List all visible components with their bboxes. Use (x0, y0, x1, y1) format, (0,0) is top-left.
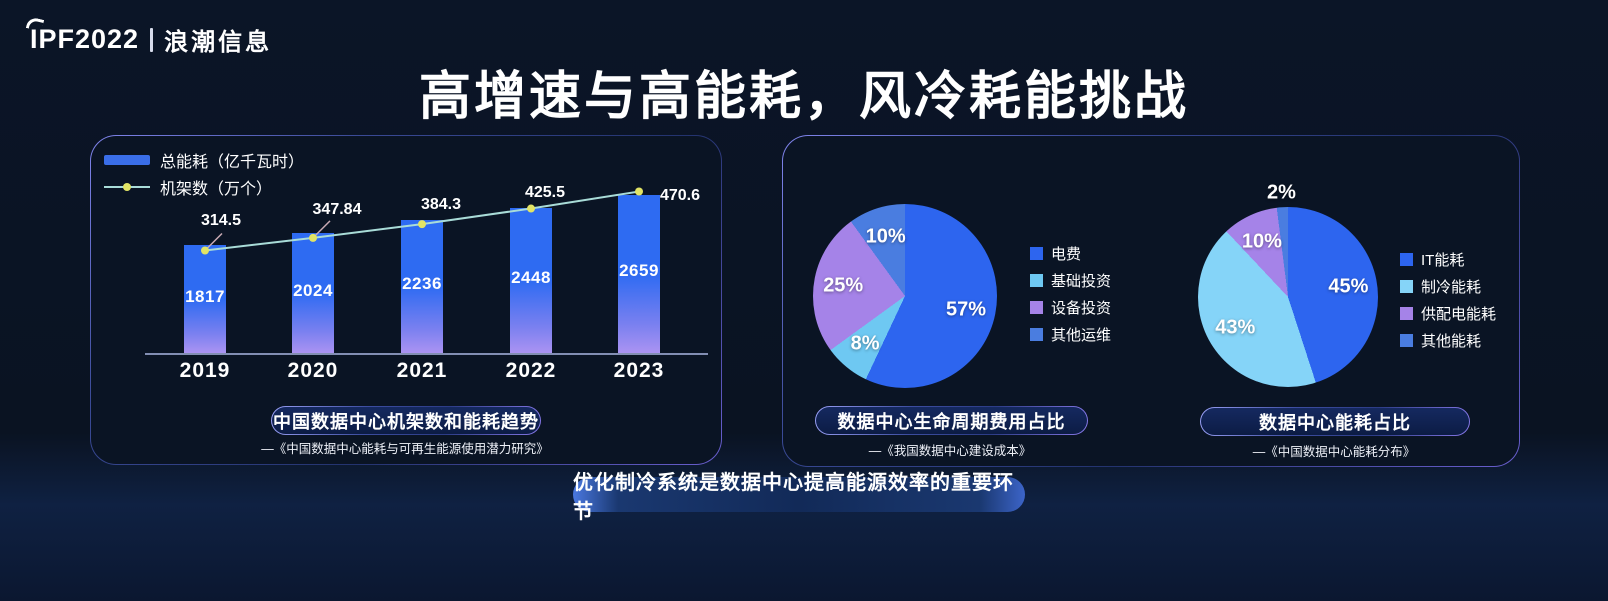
x-axis-line (145, 353, 708, 355)
legend-item: 制冷能耗 (1400, 273, 1496, 300)
legend-label: 基础投资 (1051, 273, 1112, 290)
legend-item: 供配电能耗 (1400, 300, 1496, 327)
x-axis-label: 2020 (287, 359, 339, 382)
bar-value-label: 2659 (619, 261, 659, 280)
pie-percent-label: 2% (1266, 181, 1296, 204)
pie-percent-label: 45% (1328, 275, 1369, 298)
legend-swatch (1400, 334, 1413, 347)
legend-item: 其他运维 (1030, 321, 1111, 348)
x-axis-label: 2022 (505, 359, 557, 382)
bar-value-label: 2024 (293, 281, 333, 300)
legend-swatch (1400, 307, 1413, 320)
trend-chart-source: —《中国数据中心能耗与可再生能源使用潜力研究》 (261, 442, 549, 456)
legend-swatch (1030, 301, 1043, 314)
brand-logo: IPF2022 浪潮信息 (25, 16, 273, 57)
pie1-source: —《我国数据中心建设成本》 (868, 444, 1032, 458)
legend-item: 电费 (1030, 240, 1111, 267)
legend-swatch (1400, 253, 1413, 266)
bar-value-label: 2448 (511, 268, 551, 287)
line-value-label: 314.5 (200, 212, 242, 229)
legend-label: IT能耗 (1421, 252, 1465, 269)
x-axis-label: 2021 (396, 359, 448, 382)
energy-bar: 1817 (184, 245, 226, 353)
pie2-source: —《中国数据中心能耗分布》 (1252, 445, 1416, 459)
legend-swatch (1030, 328, 1043, 341)
legend-item: IT能耗 (1400, 246, 1496, 273)
pie-percent-label: 10% (1241, 230, 1282, 253)
pie2-caption-badge: 数据中心能耗占比 (1200, 407, 1470, 436)
page-title: 高增速与高能耗，风冷耗能挑战 (418, 68, 1189, 126)
line-value-label: 425.5 (524, 184, 566, 201)
legend-label: 其他能耗 (1421, 333, 1482, 350)
x-axis-label: 2019 (179, 359, 231, 382)
logo-separator (150, 27, 154, 52)
legend-swatch (1400, 280, 1413, 293)
brand-name-left: IPF2022 (30, 24, 140, 54)
legend-label: 供配电能耗 (1421, 306, 1497, 323)
legend-label: 总能耗（亿千瓦时） (160, 153, 305, 171)
legend-item-racks: 机架数（万个） (104, 173, 304, 200)
line-value-label: 347.84 (312, 201, 362, 218)
trend-chart-legend: 总能耗（亿千瓦时） 机架数（万个） (104, 146, 304, 200)
legend-item-energy: 总能耗（亿千瓦时） (104, 146, 304, 173)
rack-count-line (201, 187, 643, 255)
energy-bar: 2024 (292, 233, 334, 353)
energy-bar: 2236 (401, 220, 443, 353)
legend-label: 电费 (1051, 246, 1082, 263)
legend-label: 其他运维 (1051, 327, 1112, 344)
x-axis-label: 2023 (613, 359, 665, 382)
line-value-label: 384.3 (420, 196, 462, 213)
energy-bar: 2448 (510, 208, 552, 353)
trend-chart: 1817 2019 2024 2020 2236 2021 2448 2022 2659 2023… (90, 135, 720, 463)
line-value-label: 470.6 (659, 187, 701, 204)
pie-percent-label: 57% (946, 298, 987, 321)
pie-chart-lifecycle-cost (813, 204, 997, 388)
legend-label: 制冷能耗 (1421, 279, 1482, 296)
pie-percent-label: 8% (850, 332, 880, 355)
pie-percent-label: 43% (1215, 316, 1256, 339)
bar-value-label: 2236 (402, 274, 442, 293)
legend-item: 基础投资 (1030, 267, 1111, 294)
brand-name-right: 浪潮信息 (164, 29, 273, 56)
line-dot-icon (123, 182, 131, 191)
pie-chart-energy-share (1198, 207, 1378, 387)
legend-item: 设备投资 (1030, 294, 1111, 321)
pie-percent-label: 25% (823, 274, 864, 297)
brand-logo-text: IPF2022 (25, 16, 140, 55)
legend-swatch (1030, 274, 1043, 287)
key-message-banner: 优化制冷系统是数据中心提高能源效率的重要环节 (573, 472, 1025, 523)
pie1-legend: 电费基础投资设备投资其他运维 (1030, 240, 1111, 348)
line-series-swatch (104, 182, 150, 191)
logo-accent-mark (25, 16, 45, 32)
pie2-legend: IT能耗制冷能耗供配电能耗其他能耗 (1400, 246, 1496, 354)
legend-item: 其他能耗 (1400, 327, 1496, 354)
bar-value-label: 1817 (185, 287, 225, 306)
legend-label: 设备投资 (1051, 300, 1112, 317)
pie1-caption-badge: 数据中心生命周期费用占比 (815, 406, 1088, 435)
energy-bar: 2659 (618, 195, 660, 353)
legend-swatch (1030, 247, 1043, 260)
trend-chart-caption-badge: 中国数据中心机架数和能耗趋势 (271, 406, 541, 435)
pie-percent-label: 10% (865, 225, 906, 247)
legend-label: 机架数（万个） (160, 180, 273, 198)
bar-series-swatch (104, 154, 150, 165)
